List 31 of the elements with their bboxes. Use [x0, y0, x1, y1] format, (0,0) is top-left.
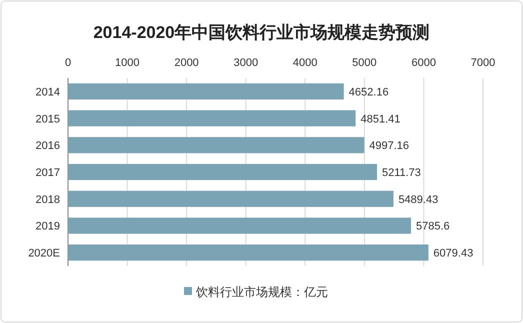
data-label: 5785.6 — [416, 220, 450, 233]
bar — [68, 83, 344, 100]
bar — [68, 110, 356, 126]
x-tick-label: 4000 — [292, 57, 318, 69]
bar — [68, 244, 428, 261]
bar — [68, 164, 377, 180]
y-tick-label: 2018 — [36, 194, 60, 206]
data-label: 4997.16 — [369, 140, 410, 152]
x-tick-label: 3000 — [234, 57, 258, 69]
chart-title: 2014-2020年中国饮料行业市场规模走势预测 — [93, 23, 430, 42]
x-tick-label: 0 — [64, 57, 72, 69]
data-label: 6079.43 — [433, 248, 474, 260]
data-label: 5489.43 — [398, 194, 438, 206]
x-tick-label: 1000 — [115, 57, 140, 69]
legend-label: 饮料行业市场规模：亿元 — [195, 285, 328, 299]
x-tick-label: 5000 — [352, 57, 377, 69]
x-tick-label: 6000 — [411, 57, 436, 69]
y-tick-label: 2019 — [36, 220, 60, 233]
y-tick-label: 2016 — [36, 140, 60, 152]
x-tick-label: 2000 — [174, 57, 199, 69]
y-tick-label: 2014 — [36, 86, 60, 98]
y-tick-label: 2017 — [36, 167, 60, 179]
data-label: 4851.41 — [360, 113, 400, 126]
bar — [68, 137, 364, 154]
x-tick-label: 7000 — [470, 57, 496, 69]
y-tick-label: 2020E — [28, 248, 60, 260]
data-label: 4652.16 — [348, 86, 389, 98]
bar — [68, 218, 412, 234]
y-tick-label: 2015 — [36, 113, 60, 126]
data-label: 5211.73 — [382, 167, 421, 179]
bar — [68, 190, 394, 207]
